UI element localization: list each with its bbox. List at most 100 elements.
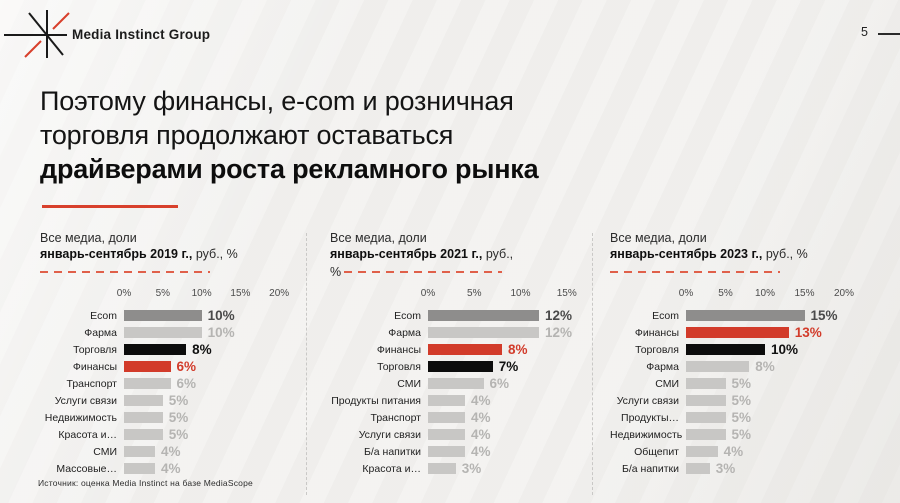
bar-row: Финансы 6% <box>40 358 305 375</box>
chart-axis: 0% 5% 10% 15% 20% <box>610 288 875 301</box>
chart-axis: 0% 5% 10% 15% <box>330 288 595 301</box>
bar-value: 10% <box>207 308 235 323</box>
bar <box>428 463 456 474</box>
bar-value: 5% <box>731 393 752 408</box>
bar-value: 13% <box>794 325 822 340</box>
bar-label: Фарма <box>388 326 421 339</box>
chart-underline-row <box>40 265 305 278</box>
title-accent-rule <box>42 205 178 208</box>
dashed-accent-rule <box>610 270 780 273</box>
axis-tick: 0% <box>116 288 132 299</box>
bar-value: 8% <box>755 359 775 374</box>
bar-value: 12% <box>545 325 573 340</box>
bar-row: Красота и… 5% <box>40 426 305 443</box>
chart-period-line: январь-сентябрь 2019 г., руб., % <box>40 246 305 263</box>
bar-value: 6% <box>176 359 197 374</box>
bar <box>686 361 750 372</box>
bar <box>686 429 726 440</box>
bar <box>124 412 163 423</box>
bar-row: Фарма 12% <box>330 324 595 341</box>
bar-value: 10% <box>207 325 235 340</box>
bar <box>428 395 465 406</box>
bar-row: Массовые… 4% <box>40 460 305 477</box>
bar-row: Недвижимость 5% <box>40 409 305 426</box>
page-number: 5 <box>861 25 868 39</box>
bar <box>686 446 718 457</box>
bar-value: 8% <box>192 342 212 357</box>
axis-tick: 5% <box>718 288 733 299</box>
bar-value: 3% <box>461 461 482 476</box>
bar-row: Ecom 15% <box>610 307 875 324</box>
bar-row: Фарма 8% <box>610 358 875 375</box>
bar <box>686 412 726 423</box>
axis-tick: 15% <box>556 288 577 299</box>
slide-title: Поэтому финансы, e-com и розничная торго… <box>40 84 539 186</box>
bar-value: 5% <box>731 376 752 391</box>
bar-value: 5% <box>168 393 189 408</box>
chart-underline-row <box>610 265 875 278</box>
bar-label: Б/а напитки <box>363 445 421 458</box>
bar-row: Общепит 4% <box>610 443 875 460</box>
chart-period-line: январь-сентябрь 2023 г., руб., % <box>610 246 875 263</box>
bar <box>428 361 493 372</box>
bar-row: СМИ 6% <box>330 375 595 392</box>
bar-label: Ecom <box>90 309 117 322</box>
bar <box>686 463 710 474</box>
bar-label: Недвижимость <box>44 411 117 424</box>
bar <box>124 310 202 321</box>
bar-value: 4% <box>471 410 491 425</box>
chart-subtitle: Все медиа, доли <box>40 231 137 245</box>
bar-value: 10% <box>771 342 799 357</box>
chart-units: руб., % <box>192 247 238 261</box>
bar-value: 5% <box>168 410 189 425</box>
bar <box>124 395 163 406</box>
bar <box>124 378 171 389</box>
bar-label: Услуги связи <box>358 428 421 441</box>
bar-row: Транспорт 4% <box>330 409 595 426</box>
bar-label: Фарма <box>84 326 117 339</box>
chart-column: Все медиа, доли январь-сентябрь 2019 г., … <box>40 230 305 477</box>
bar-row: Финансы 8% <box>330 341 595 358</box>
bar-label: Массовые… <box>56 462 117 475</box>
bar-label: Недвижимость <box>610 428 683 441</box>
bar <box>686 327 789 338</box>
axis-tick: 20% <box>833 288 855 299</box>
bar-row: Услуги связи 5% <box>610 392 875 409</box>
bar-value: 3% <box>715 461 736 476</box>
bar-label: Транспорт <box>66 377 118 390</box>
bar-value: 5% <box>168 427 189 442</box>
bar-label: Торговля <box>377 360 421 373</box>
column-divider-2 <box>592 233 593 495</box>
bar-row: Продукты… 5% <box>610 409 875 426</box>
chart-subtitle: Все медиа, доли <box>330 231 427 245</box>
chart-subtitle: Все медиа, доли <box>610 231 707 245</box>
bar <box>428 327 539 338</box>
bar-value: 4% <box>723 444 744 459</box>
chart-units: руб., <box>482 247 514 261</box>
bar-row: Фарма 10% <box>40 324 305 341</box>
bar-label: Ecom <box>652 309 679 322</box>
brand-logo-icon <box>4 4 70 67</box>
bar-label: СМИ <box>93 445 117 458</box>
bar-row: Б/а напитки 4% <box>330 443 595 460</box>
bar-value: 4% <box>471 393 491 408</box>
bar-value: 6% <box>489 376 510 391</box>
bar-label: Финансы <box>634 326 679 339</box>
bar-label: Фарма <box>646 360 679 373</box>
chart-period: январь-сентябрь 2019 г., <box>40 247 193 261</box>
axis-tick: 20% <box>269 288 290 299</box>
bar-value: 4% <box>161 461 181 476</box>
bar <box>686 344 765 355</box>
bar-row: Ecom 12% <box>330 307 595 324</box>
bar-label: СМИ <box>655 377 679 390</box>
bar <box>428 344 502 355</box>
chart-period-line: январь-сентябрь 2021 г., руб., <box>330 246 595 263</box>
bar-label: Услуги связи <box>616 394 679 407</box>
page-number-rule <box>878 33 900 35</box>
bar <box>686 395 726 406</box>
bar-row: Торговля 10% <box>610 341 875 358</box>
bar <box>428 429 465 440</box>
column-divider-1 <box>306 233 307 495</box>
axis-tick: 15% <box>230 288 251 299</box>
